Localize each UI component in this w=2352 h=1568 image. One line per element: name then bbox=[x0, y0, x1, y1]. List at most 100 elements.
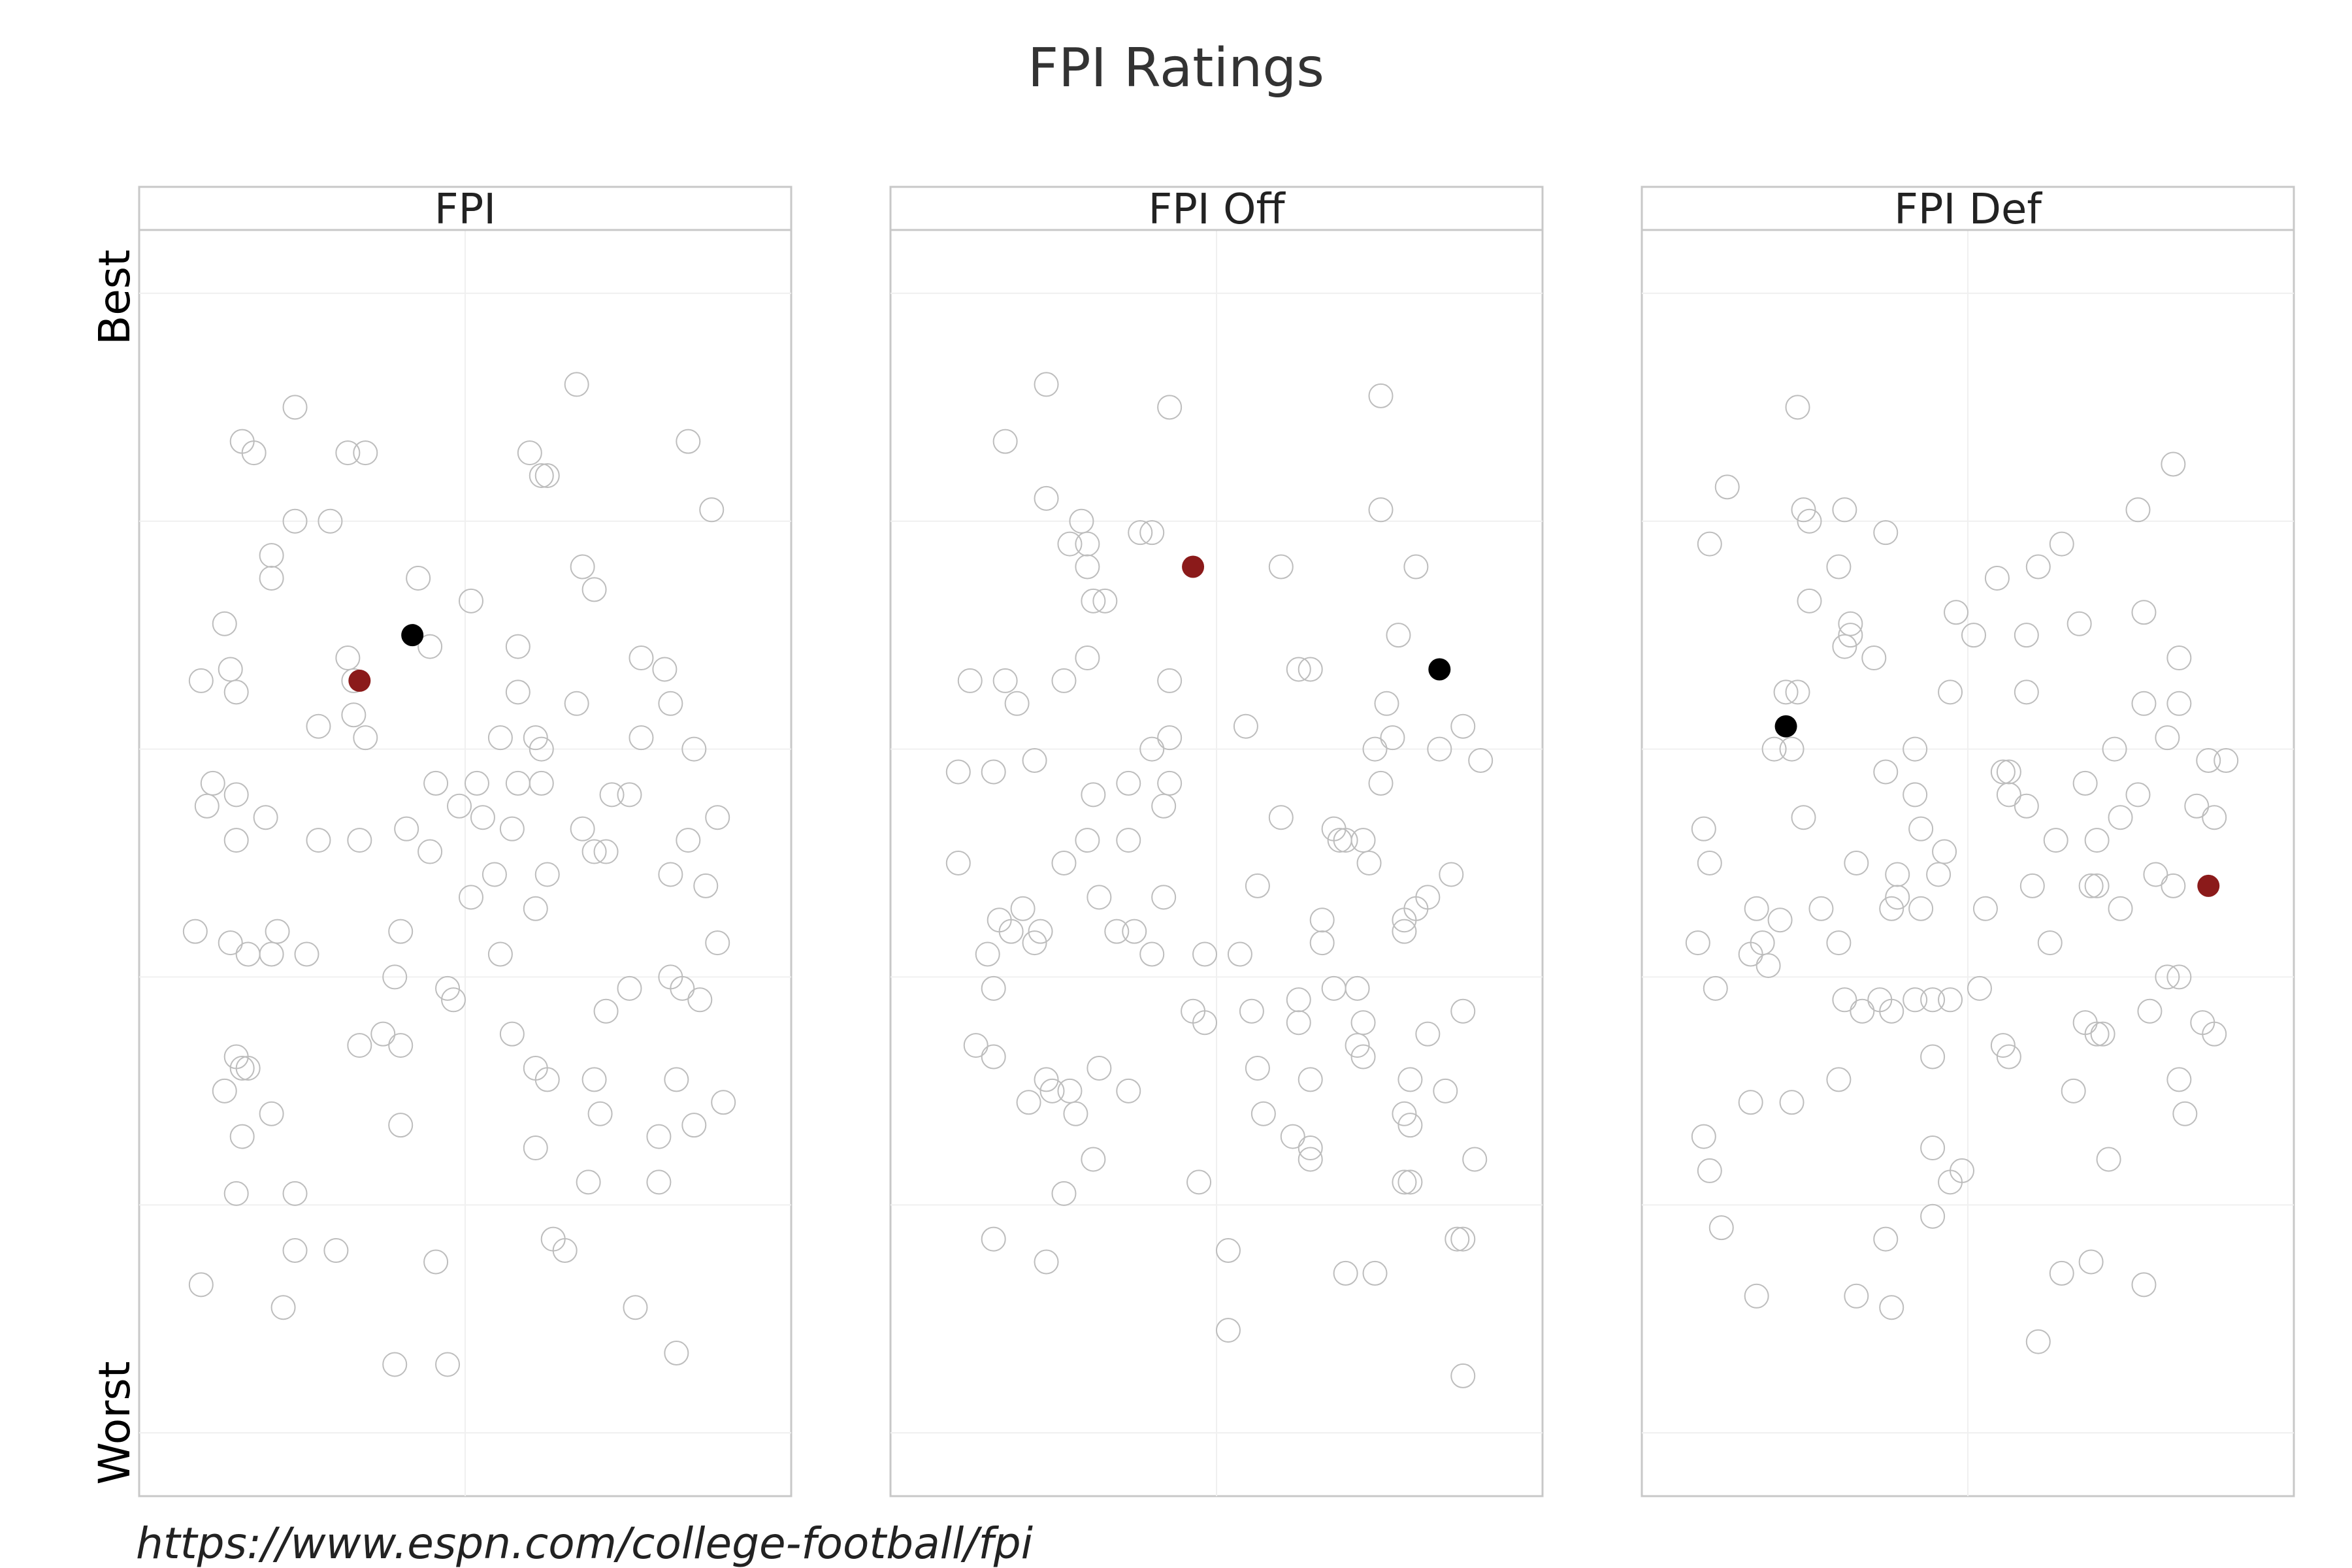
data-point bbox=[1844, 1283, 1869, 1309]
data-point bbox=[1215, 1318, 1241, 1343]
data-point bbox=[1022, 930, 1047, 956]
data-point bbox=[1903, 736, 1928, 762]
data-point bbox=[1157, 725, 1183, 751]
data-point bbox=[523, 725, 548, 751]
data-point bbox=[1286, 1010, 1311, 1036]
data-point bbox=[505, 634, 531, 659]
data-point bbox=[1116, 828, 1141, 853]
data-point bbox=[1069, 508, 1094, 534]
data-point bbox=[2143, 862, 2168, 887]
data-point bbox=[1128, 520, 1153, 546]
data-point bbox=[963, 1033, 988, 1058]
y-label-worst: Worst bbox=[90, 1361, 140, 1484]
data-point bbox=[1392, 1169, 1417, 1195]
data-point bbox=[1744, 1283, 1769, 1309]
data-point bbox=[1938, 1169, 1963, 1195]
data-point bbox=[1051, 1181, 1077, 1206]
data-point bbox=[1345, 975, 1370, 1001]
data-point bbox=[1034, 372, 1059, 397]
data-point bbox=[1286, 987, 1311, 1013]
data-point bbox=[687, 987, 713, 1013]
data-point bbox=[2166, 1067, 2192, 1092]
data-point bbox=[259, 1101, 284, 1126]
data-point bbox=[1233, 713, 1258, 739]
data-point bbox=[505, 679, 531, 705]
data-point bbox=[388, 1113, 414, 1138]
data-point bbox=[1691, 816, 1716, 841]
data-point bbox=[2019, 873, 2045, 898]
data-point bbox=[1245, 1055, 1270, 1081]
data-point bbox=[570, 816, 595, 841]
data-point bbox=[1250, 1101, 1276, 1126]
data-point bbox=[2125, 497, 2151, 523]
data-point bbox=[2108, 896, 2133, 921]
data-point bbox=[1397, 1169, 1423, 1195]
data-point bbox=[1826, 930, 1852, 956]
data-point bbox=[1903, 782, 1928, 808]
data-point bbox=[435, 975, 461, 1001]
data-point bbox=[1450, 1363, 1476, 1388]
data-point bbox=[1920, 1203, 1946, 1229]
data-point bbox=[529, 736, 554, 762]
data-point bbox=[1116, 1078, 1141, 1103]
data-point bbox=[1832, 497, 1857, 523]
data-point bbox=[1697, 851, 1722, 875]
data-point bbox=[981, 1044, 1006, 1070]
data-point bbox=[1838, 623, 1863, 648]
data-point bbox=[212, 1078, 237, 1103]
data-point bbox=[1908, 896, 1934, 921]
data-point bbox=[1785, 679, 1810, 705]
data-point bbox=[1397, 1067, 1423, 1092]
data-point bbox=[1439, 862, 1464, 887]
data-point bbox=[658, 691, 683, 716]
data-point bbox=[1932, 839, 1957, 864]
data-point bbox=[945, 759, 971, 785]
data-point bbox=[1034, 1249, 1059, 1275]
data-point bbox=[1039, 1078, 1065, 1103]
data-point bbox=[1885, 885, 1910, 910]
data-point bbox=[1744, 896, 1769, 921]
data-point bbox=[1779, 736, 1805, 762]
data-point bbox=[617, 782, 642, 808]
data-point bbox=[1903, 987, 1928, 1013]
data-point bbox=[1374, 691, 1399, 716]
data-point bbox=[2125, 782, 2151, 808]
data-point bbox=[282, 1238, 308, 1264]
data-point bbox=[534, 862, 560, 887]
data-point bbox=[2066, 611, 2092, 636]
data-point bbox=[2166, 691, 2192, 716]
data-point bbox=[1151, 885, 1177, 910]
data-point bbox=[676, 429, 701, 454]
data-point bbox=[1333, 1260, 1358, 1286]
data-point bbox=[2025, 1329, 2051, 1354]
data-point bbox=[270, 1295, 296, 1320]
data-point bbox=[306, 828, 331, 853]
strip-header bbox=[889, 186, 1544, 231]
data-point bbox=[2166, 645, 2192, 671]
data-point bbox=[470, 805, 495, 830]
data-point bbox=[581, 839, 607, 864]
data-point bbox=[1280, 1124, 1305, 1149]
data-point bbox=[2049, 531, 2074, 557]
data-point bbox=[981, 1226, 1006, 1252]
data-point bbox=[435, 1352, 461, 1377]
data-point bbox=[564, 691, 589, 716]
data-point bbox=[1368, 497, 1394, 523]
data-point bbox=[1362, 1260, 1388, 1286]
data-point bbox=[2137, 998, 2163, 1024]
data-point bbox=[1697, 531, 1722, 557]
data-point bbox=[1092, 588, 1118, 613]
data-point bbox=[1010, 896, 1036, 921]
data-point bbox=[1298, 657, 1323, 682]
data-point bbox=[1462, 1147, 1488, 1172]
data-point bbox=[1791, 497, 1816, 523]
data-point bbox=[658, 862, 683, 887]
data-point bbox=[681, 736, 707, 762]
data-point bbox=[681, 1113, 707, 1138]
data-point bbox=[1832, 634, 1857, 659]
data-point bbox=[981, 759, 1006, 785]
data-point bbox=[576, 1169, 601, 1195]
data-point bbox=[1139, 736, 1165, 762]
data-point bbox=[1967, 975, 1992, 1001]
data-point bbox=[1075, 645, 1100, 671]
